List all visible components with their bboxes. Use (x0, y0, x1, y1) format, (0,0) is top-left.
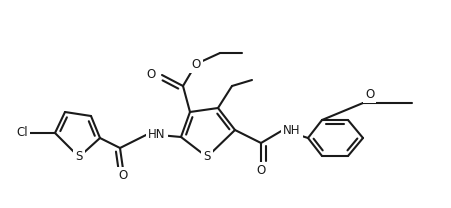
Text: HN: HN (148, 128, 166, 140)
Text: S: S (203, 151, 211, 163)
Text: Cl: Cl (16, 126, 28, 140)
Text: O: O (147, 68, 156, 82)
Text: S: S (75, 151, 83, 163)
Text: O: O (191, 57, 201, 71)
Text: O: O (256, 164, 266, 177)
Text: O: O (118, 169, 128, 182)
Text: NH: NH (283, 124, 300, 136)
Text: O: O (365, 88, 374, 101)
